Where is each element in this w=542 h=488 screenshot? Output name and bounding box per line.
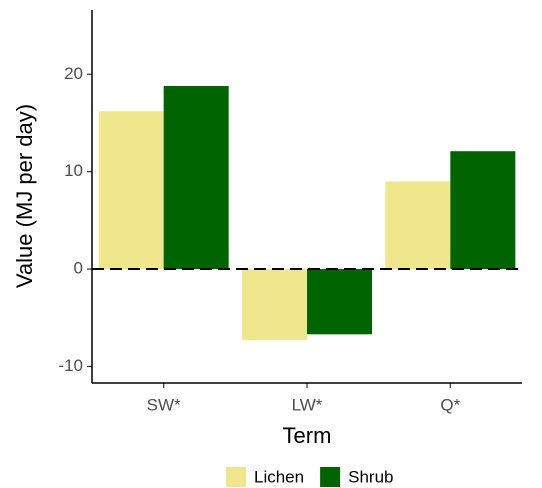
y-tick-label: 20 (64, 64, 83, 83)
x-tick-label: SW* (147, 395, 181, 414)
bar (307, 269, 372, 335)
x-tick-label: Q* (440, 395, 460, 414)
bar (242, 269, 307, 341)
legend-swatch (320, 467, 341, 487)
bar (385, 181, 451, 270)
legend-swatch (226, 467, 246, 487)
x-tick-label: LW* (292, 395, 323, 414)
y-tick-label: 10 (64, 161, 83, 180)
y-tick-label: -10 (58, 356, 83, 375)
x-axis-title: Term (283, 423, 332, 448)
y-tick-label: 0 (74, 259, 83, 278)
y-axis-title: Value (MJ per day) (12, 104, 37, 288)
bar (98, 111, 164, 270)
bar (163, 85, 229, 270)
legend-label: Shrub (348, 467, 393, 486)
bar (450, 151, 516, 270)
legend-label: Lichen (254, 467, 304, 486)
